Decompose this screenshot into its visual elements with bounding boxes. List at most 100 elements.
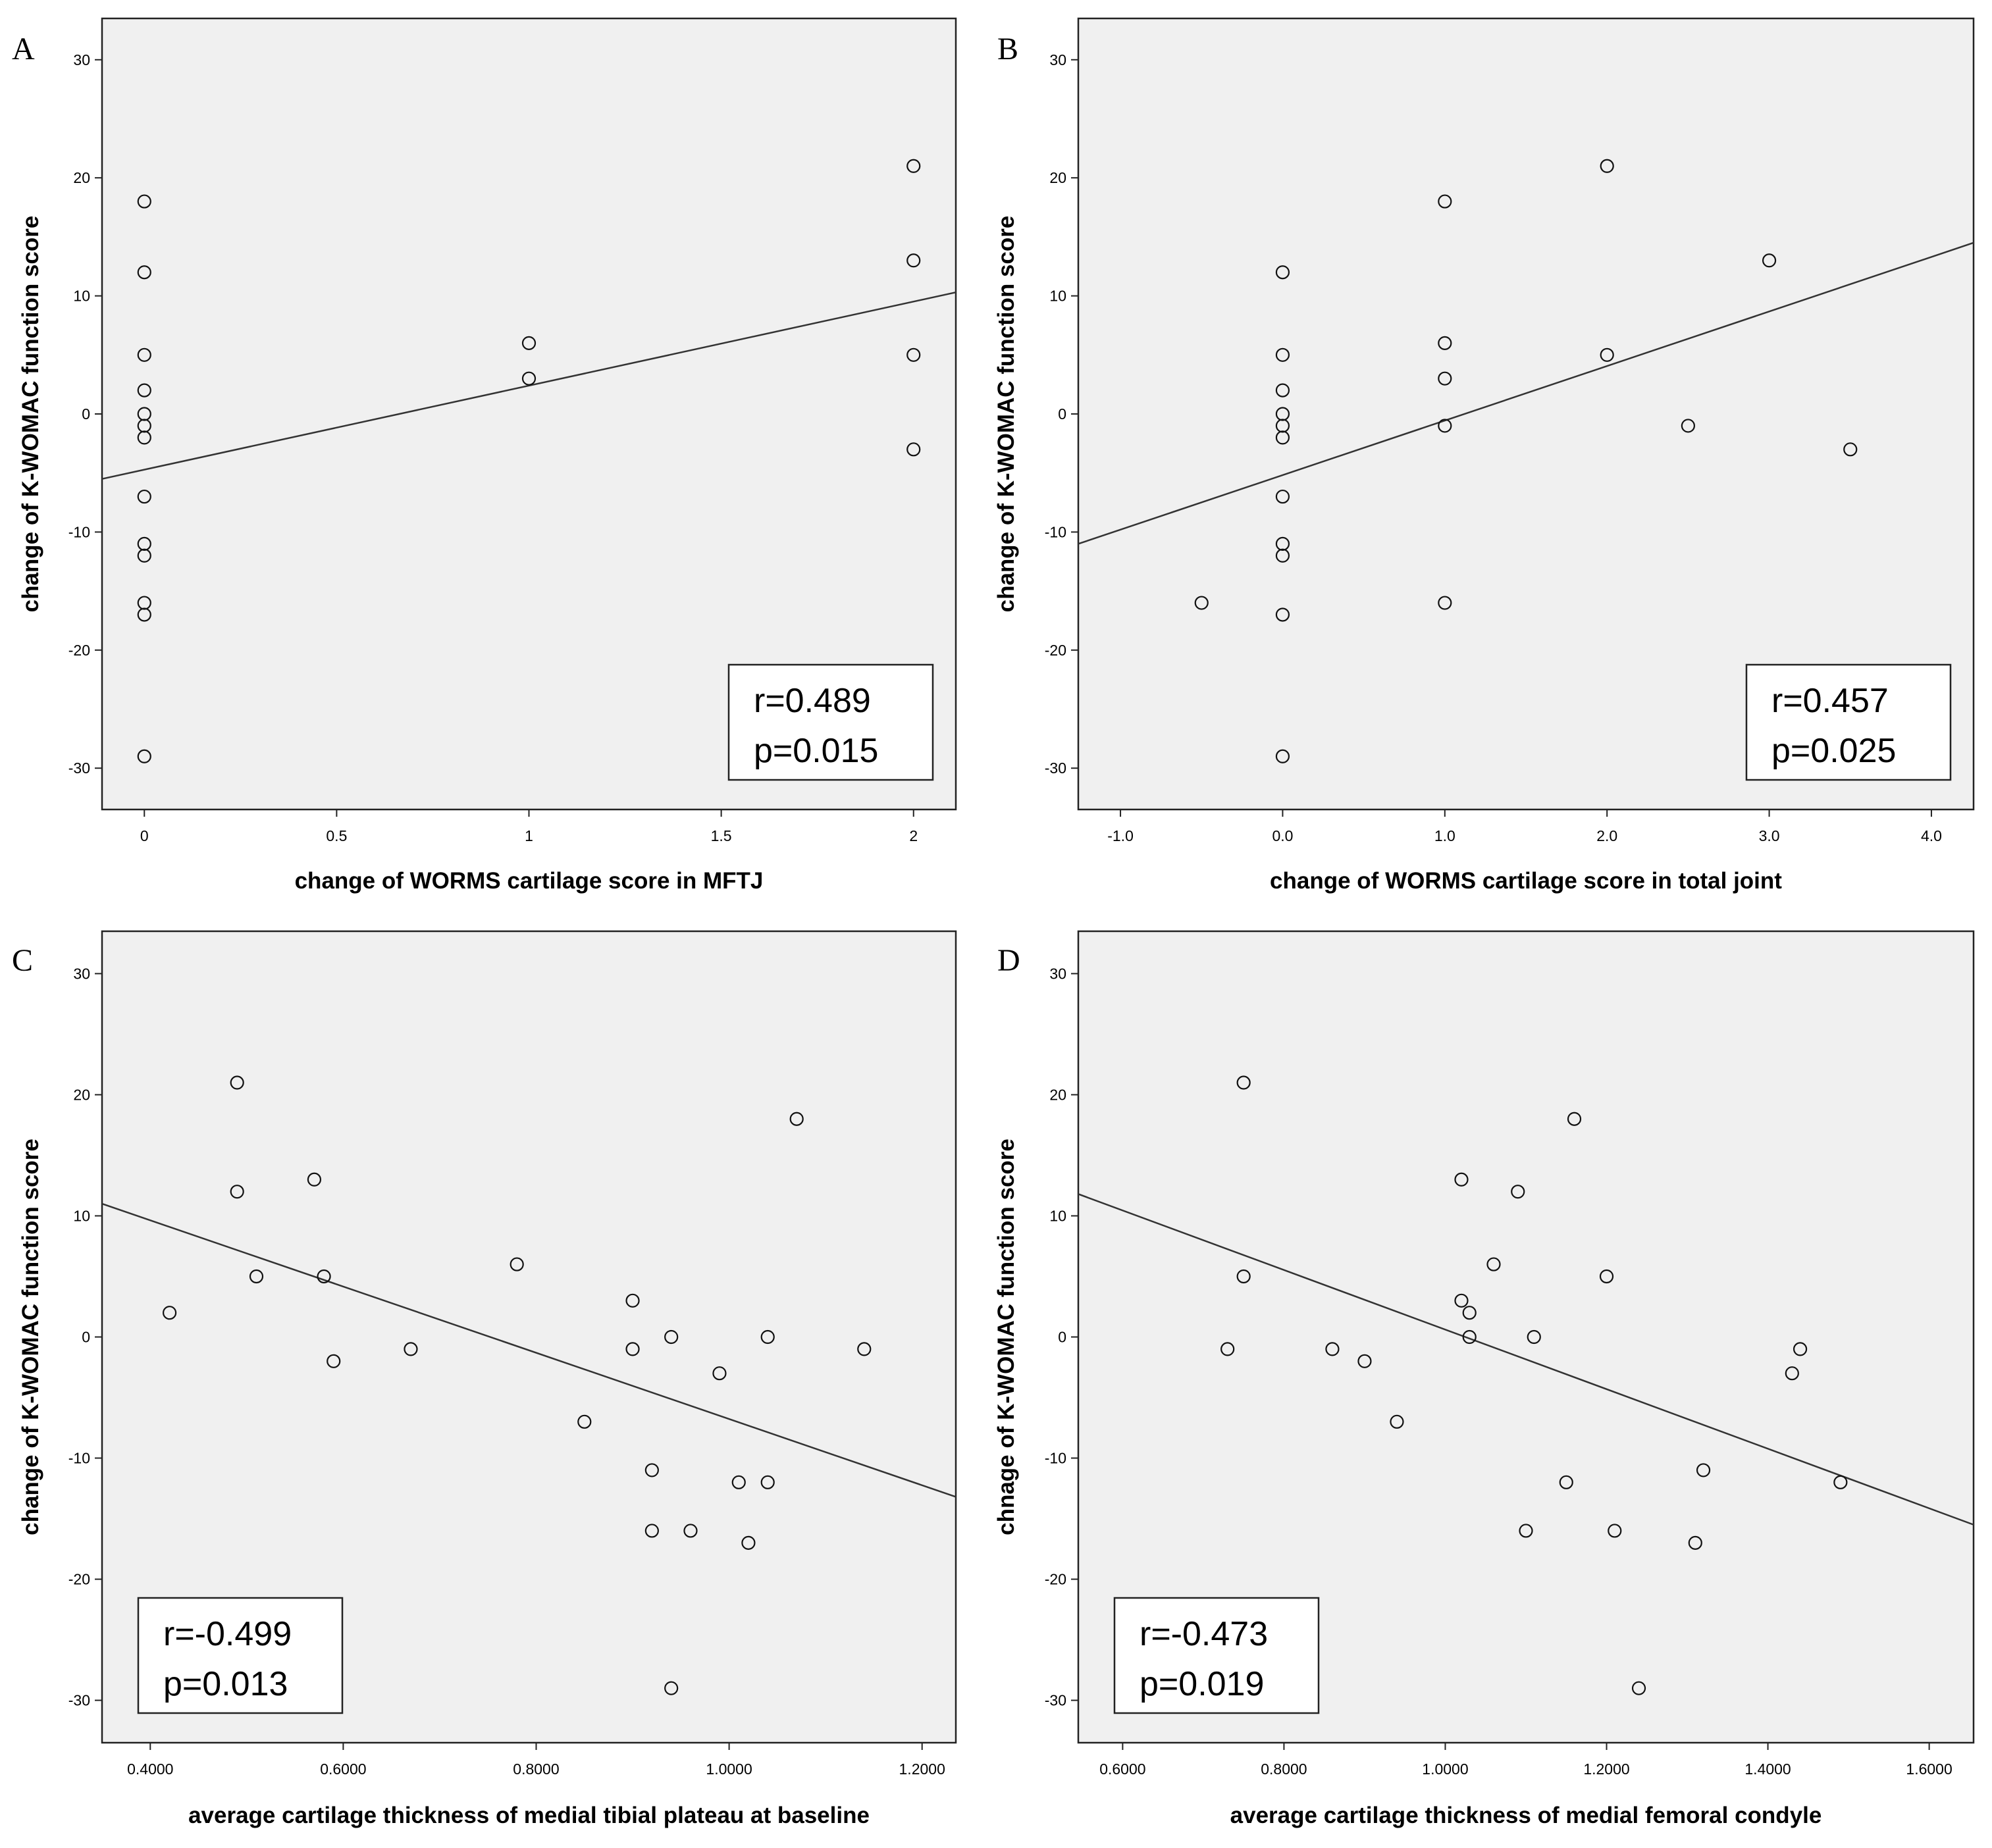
x-tick-label: 0.6000 [1099,1760,1145,1778]
data-point [664,1329,679,1345]
y-tick-label: 10 [73,288,90,305]
y-tick-label: 10 [1049,1207,1066,1224]
p-value: p=0.013 [163,1665,288,1703]
data-point [1600,159,1614,173]
panel-letter: A [12,32,35,66]
stats-box: r=-0.499 p=0.013 [137,1597,344,1714]
data-point [1275,607,1290,622]
y-tick-label: -10 [68,523,90,540]
data-point [644,1463,659,1477]
stats-box: r=-0.473 p=0.019 [1113,1597,1320,1714]
x-tick-label: -1.0 [1107,827,1134,844]
data-point [731,1475,746,1489]
x-axis-label: average cartilage thickness of medial ti… [188,1803,870,1828]
data-point [137,265,151,280]
data-point [1559,1475,1573,1489]
x-axis-label: change of WORMS cartilage score in total… [1270,868,1782,894]
data-point [712,1366,727,1381]
y-tick-label: -30 [68,1692,90,1709]
data-point [1681,419,1695,433]
data-point [1511,1185,1525,1199]
y-axis-label: change of K-WOMAC function score [18,216,43,613]
y-tick-label: 20 [73,169,90,186]
y-tick-label: 20 [1049,169,1066,186]
data-point [760,1475,775,1489]
data-point [1275,383,1290,398]
y-tick-label: -10 [68,1450,90,1467]
correlation-r: r=-0.473 [1140,1615,1268,1653]
data-point [1462,1306,1477,1320]
data-point [1454,1172,1469,1187]
stats-box-frame [137,1597,344,1714]
y-tick-label: -20 [1045,642,1066,659]
regression-line [1078,1193,1974,1526]
data-point [1194,596,1209,610]
data-point [906,159,921,173]
x-tick-label: 0.4000 [127,1760,173,1778]
x-tick-label: 1.5 [711,827,732,844]
data-point [664,1681,679,1695]
x-tick-label: 1.0000 [1422,1760,1468,1778]
data-point [1275,265,1290,280]
data-point [1357,1354,1372,1368]
stats-box-frame [1745,663,1952,781]
data-point [1325,1342,1340,1356]
data-point [521,336,537,350]
x-axis-label: change of WORMS cartilage score in MFTJ [295,868,764,894]
data-point [1220,1342,1235,1356]
data-point [137,548,151,563]
x-tick-label: 1.2000 [1583,1760,1629,1778]
x-tick-label: 0.5 [326,827,347,844]
stats-box-frame [1113,1597,1320,1714]
y-tick-label: 30 [73,51,90,68]
data-point [1519,1524,1533,1538]
correlation-r: r=-0.499 [163,1615,292,1653]
x-tick-label: 0 [140,827,149,844]
data-point [1438,194,1452,209]
panel-a: A -30 -20 -10 0 10 20 30 0 0.5 1 1.5 2 change of WORM… [12,17,957,894]
y-tick-label: -10 [1045,523,1066,540]
data-point [1793,1342,1808,1356]
x-tick-label: 1 [525,827,533,844]
panel-letter: C [12,943,33,978]
data-point [1833,1475,1848,1489]
data-point [1843,442,1858,457]
data-point [1275,489,1290,504]
data-point [741,1535,756,1550]
x-tick-label: 3.0 [1759,827,1780,844]
data-point [137,347,151,362]
data-point [1454,1293,1469,1308]
data-point [137,749,151,763]
data-point [857,1342,872,1356]
data-point [1785,1366,1799,1381]
data-point [1438,336,1452,350]
data-point [683,1524,698,1538]
plot-area [101,930,957,1744]
data-point [1486,1257,1501,1271]
y-tick-label: 20 [1049,1086,1066,1103]
y-tick-label: 0 [82,1329,90,1346]
correlation-r: r=0.457 [1771,682,1889,720]
data-point [1275,548,1290,563]
data-point [1696,1463,1711,1477]
data-point [317,1269,331,1284]
x-axis-label: average cartilage thickness of medial fe… [1230,1803,1822,1828]
y-axis-label: change of K-WOMAC function score [18,1139,43,1535]
data-point [230,1185,244,1199]
data-point [521,371,537,386]
data-point [789,1112,804,1126]
data-point [760,1329,775,1345]
data-point [1600,347,1614,362]
data-point [644,1524,659,1538]
y-axis-label: chnage of K-WOMAC function score [993,1139,1019,1535]
y-tick-label: -20 [68,642,90,659]
x-tick-label: 2.0 [1596,827,1617,844]
data-point [1462,1329,1477,1345]
x-tick-label: 1.2000 [899,1760,945,1778]
p-value: p=0.025 [1771,732,1896,770]
stats-box: r=0.489 p=0.015 [727,663,934,781]
data-point [1688,1535,1702,1550]
data-point [137,607,151,622]
stats-box: r=0.457 p=0.025 [1745,663,1952,781]
